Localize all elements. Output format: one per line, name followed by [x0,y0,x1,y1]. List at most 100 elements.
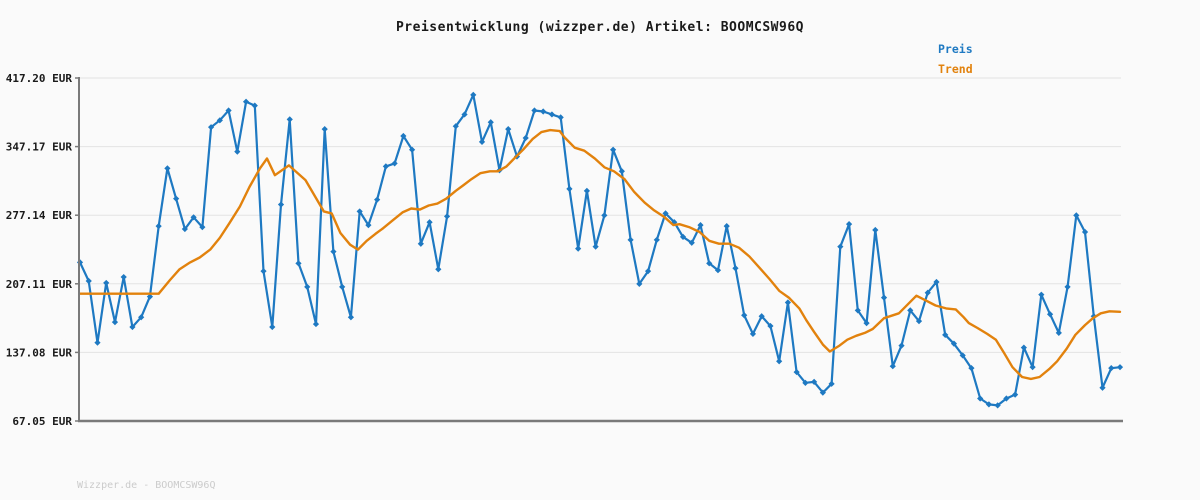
price-point-marker [732,265,739,272]
price-point-marker [1038,291,1045,298]
y-axis-tick-label: 347.17 EUR [6,141,73,154]
price-point-marker [251,102,258,109]
price-point-marker [592,243,599,250]
price-point-marker [854,307,861,314]
price-point-marker [304,283,311,290]
price-point-marker [1029,364,1036,371]
y-axis-tick-label: 207.11 EUR [6,278,73,291]
price-point-marker [924,289,931,296]
price-point-marker [880,294,888,301]
price-point-marker [505,126,512,133]
price-point-marker [269,323,276,331]
price-point-marker [426,219,433,226]
price-point-marker [234,148,241,155]
price-point-marker [776,358,783,365]
price-point-marker [977,395,984,402]
price-point-marker [356,208,363,215]
price-point-marker [190,214,197,221]
price-point-marker [837,243,844,250]
price-point-marker [583,187,590,194]
price-point-marker [330,248,337,255]
price-point-marker [636,280,643,288]
price-point-marker [741,312,748,319]
price-point-marker [610,146,617,153]
price-point-marker [164,165,171,172]
price-point-marker [173,195,180,202]
price-point-marker [531,107,538,114]
price-point-marker [347,314,355,321]
price-point-marker [889,363,896,370]
price-point-marker [540,108,547,115]
watermark-text: Wizzper.de - BOOMCSW96Q [77,480,216,491]
price-point-marker [382,163,389,170]
price-point-marker [784,299,791,306]
price-point-marker [706,260,713,267]
price-point-marker [662,210,669,217]
price-point-marker [557,114,564,121]
price-point-marker [321,126,328,133]
price-point-marker [461,111,468,118]
price-point-marker [1073,212,1080,219]
price-point-marker [286,116,293,123]
price-point-marker [915,318,923,325]
price-point-marker [1081,228,1089,236]
price-point-marker [714,267,722,274]
price-point-marker [767,322,774,330]
chart-legend: Preis Trend [938,39,973,79]
price-point-marker [985,401,993,408]
price-point-marker [443,213,451,220]
price-point-marker [470,91,477,98]
price-point-marker [1020,344,1027,351]
price-point-marker [697,222,704,229]
price-point-marker [374,196,381,203]
price-point-marker [845,221,853,228]
price-point-marker [207,124,215,131]
price-point-marker [225,107,232,114]
price-point-marker [400,132,407,140]
price-point-marker [872,226,879,234]
price-point-marker [435,266,442,273]
price-point-marker [1003,395,1010,402]
price-point-marker [627,236,634,243]
price-point-marker [1012,391,1019,398]
price-point-marker [85,277,92,285]
price-point-marker [103,279,110,287]
price-point-marker [365,222,372,229]
price-point-marker [181,225,188,233]
price-point-marker [898,342,905,349]
price-point-marker [679,233,687,240]
price-point-marker [391,160,398,167]
price-point-marker [111,319,119,326]
price-point-marker [802,379,809,386]
price-point-marker [811,378,818,385]
price-line [79,93,1121,407]
price-point-marker [644,268,652,275]
price-point-marker [1064,283,1071,290]
price-point-marker [933,278,940,286]
price-point-marker [749,330,757,337]
price-point-marker [618,168,625,175]
price-point-marker [968,365,975,372]
price-point-marker [819,389,826,396]
price-point-marker [575,245,582,252]
chart-title: Preisentwicklung (wizzper.de) Artikel: B… [395,20,804,35]
price-point-marker [242,98,250,105]
y-axis-tick-label: 417.20 EUR [6,72,73,85]
price-point-marker [1108,365,1115,372]
price-point-marker [146,293,154,300]
legend-item-trend: Trend [938,62,973,76]
price-point-marker [653,236,660,243]
price-point-marker [942,331,949,338]
price-point-marker [994,402,1001,409]
price-point-marker [522,134,529,142]
price-point-marker [758,313,765,320]
price-point-marker [548,111,556,118]
price-point-marker [417,240,424,247]
price-point-marker [409,146,416,153]
price-point-marker [950,340,958,347]
price-point-marker [129,323,136,331]
trend-line [78,128,1122,381]
y-axis-tick-label: 67.05 EUR [12,415,72,428]
price-point-marker [487,119,494,126]
price-point-marker [1090,313,1097,320]
